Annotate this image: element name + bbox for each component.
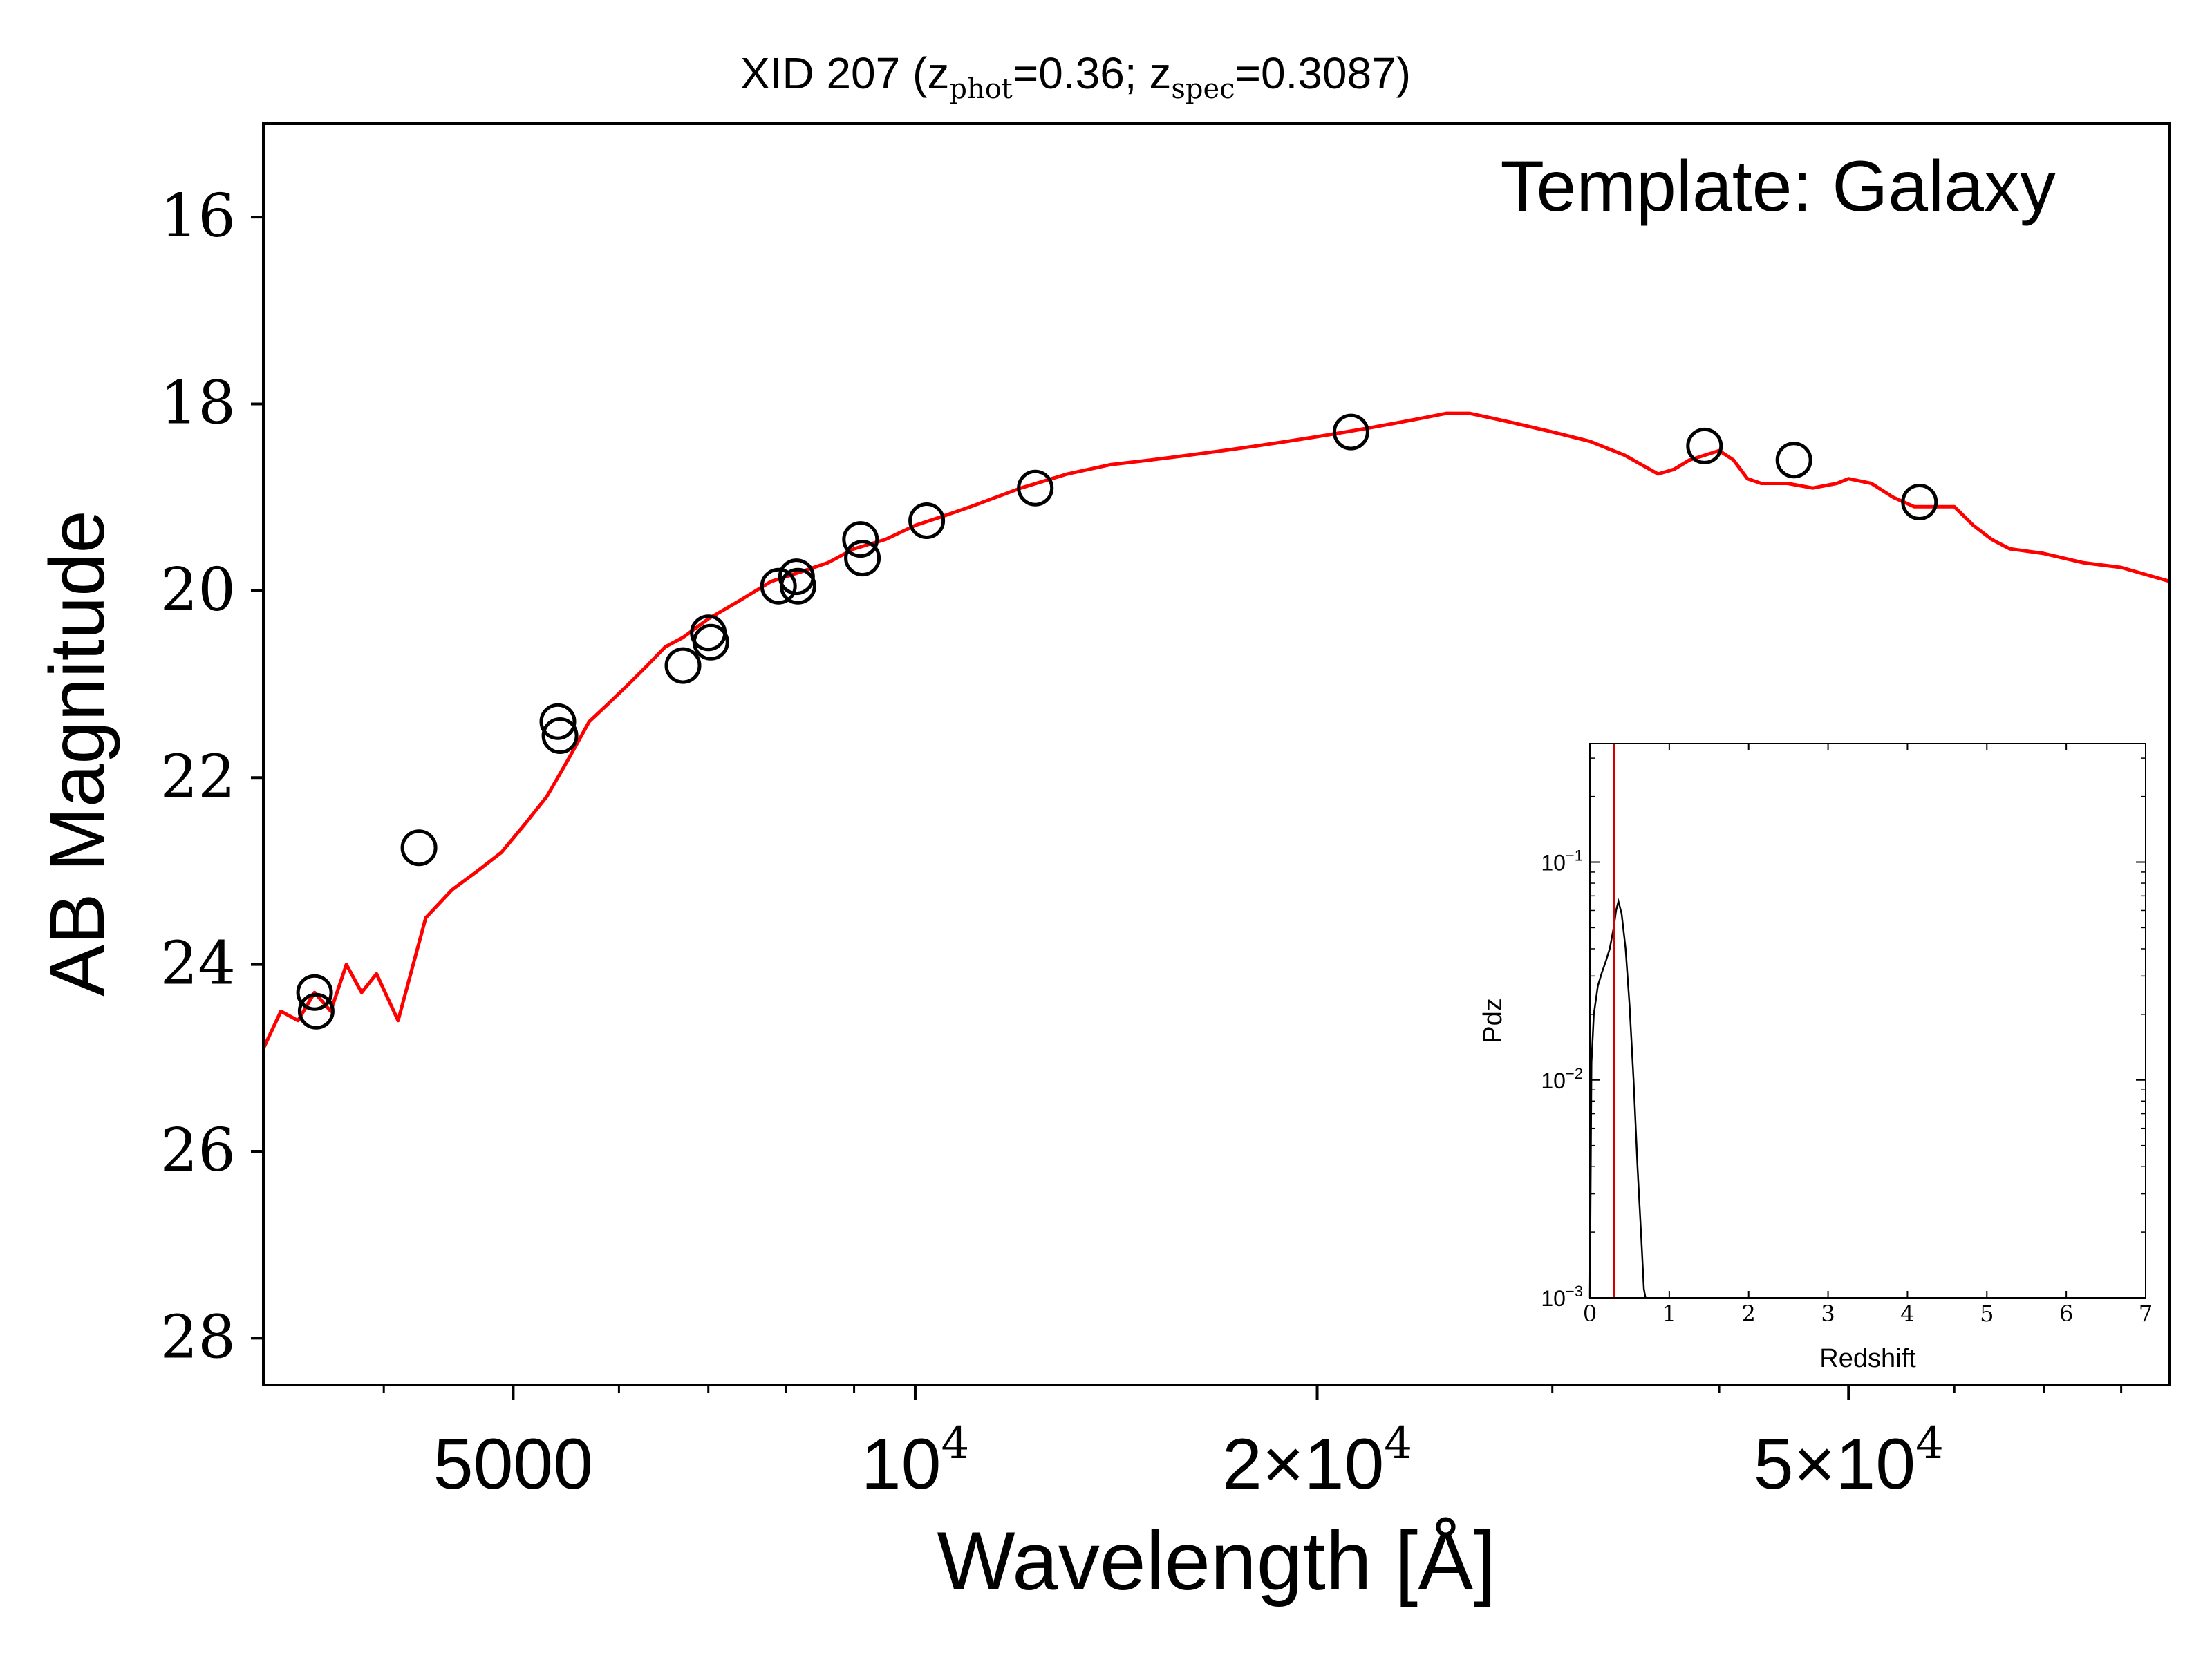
- inset-y-tick-label: 10−3: [1541, 1283, 1583, 1311]
- x-tick-base: 5000: [433, 1424, 593, 1504]
- y-tick-label: 24: [160, 929, 236, 999]
- photometry-point: [297, 992, 335, 1030]
- x-tick-exponent: 4: [1384, 1418, 1412, 1469]
- pdz-curve: [1588, 898, 1647, 1299]
- inset-y-tick-exponent: −1: [1566, 847, 1583, 865]
- photometry-point: [842, 521, 879, 558]
- y-tick-label: 22: [160, 742, 236, 811]
- inset-background: [1469, 733, 2167, 1382]
- inset-y-tick-base: 10: [1541, 1068, 1566, 1093]
- inset-x-tick-label: 3: [1821, 1301, 1835, 1327]
- inset-axes-frame: [1589, 743, 2146, 1299]
- photometry-point: [1017, 469, 1054, 507]
- inset-y-axis-label: Pdz: [1479, 998, 1508, 1043]
- inset-x-tick-label: 7: [2139, 1301, 2153, 1327]
- inset-x-tick-label: 2: [1742, 1301, 1756, 1327]
- photometry-point: [296, 974, 333, 1011]
- photometry-point: [908, 502, 946, 539]
- inset-series-layer: [1588, 744, 1647, 1299]
- y-tick-label: 18: [160, 369, 236, 438]
- y-tick-label: 26: [160, 1116, 236, 1185]
- y-tick-label: 20: [160, 556, 236, 625]
- x-axis-label: Wavelength [Å]: [937, 1515, 1496, 1607]
- photometry-point: [692, 623, 729, 661]
- x-tick-exponent: 4: [1915, 1418, 1944, 1469]
- y-axis-label: AB Magnitude: [34, 510, 120, 997]
- photometry-point: [760, 567, 797, 605]
- inset-x-axis-label: Redshift: [1819, 1344, 1916, 1373]
- y-tick-label: 16: [160, 182, 236, 251]
- photometry-point: [779, 567, 816, 605]
- photometry-point: [1686, 427, 1723, 464]
- main-points-layer: [296, 413, 1938, 1030]
- inset-x-tick-label: 1: [1662, 1301, 1676, 1327]
- inset-y-tick-label: 10−2: [1541, 1065, 1583, 1093]
- template-line: [261, 411, 2171, 1050]
- inset-y-tick-base: 10: [1541, 851, 1566, 876]
- chart-title: XID 207 (zphot=0.36; zspec=0.3087): [740, 48, 1411, 105]
- inset-y-tick-exponent: −2: [1566, 1065, 1583, 1082]
- x-tick-label: 2×104: [1222, 1418, 1412, 1504]
- photometry-point: [844, 540, 881, 577]
- template-annotation: Template: Galaxy: [1501, 147, 2056, 227]
- photometry-point: [664, 647, 702, 684]
- photometry-point: [539, 703, 577, 740]
- y-tick-label: 28: [160, 1303, 236, 1372]
- x-tick-label: 104: [861, 1418, 969, 1504]
- inset-y-tick-exponent: −3: [1566, 1283, 1583, 1300]
- x-tick-base: 2×10: [1222, 1424, 1384, 1504]
- x-tick-exponent: 4: [941, 1418, 969, 1469]
- inset-y-tick-label: 10−1: [1541, 847, 1583, 876]
- photometry-point: [400, 829, 438, 867]
- photometry-point: [1775, 442, 1812, 479]
- x-tick-base: 10: [861, 1424, 941, 1504]
- inset-y-tick-base: 10: [1541, 1286, 1566, 1311]
- main-axes-frame: [262, 122, 2171, 1386]
- photometry-point: [1332, 413, 1369, 451]
- inset-x-tick-label: 6: [2059, 1301, 2073, 1327]
- inset-x-tick-label: 0: [1583, 1301, 1597, 1327]
- inset-x-tick-label: 5: [1980, 1301, 1994, 1327]
- x-tick-base: 5×10: [1754, 1424, 1915, 1504]
- x-tick-label: 5000: [433, 1424, 593, 1504]
- inset-x-tick-label: 4: [1900, 1301, 1914, 1327]
- photometry-point: [541, 717, 579, 754]
- x-tick-label: 5×104: [1754, 1418, 1944, 1504]
- photometry-point: [1901, 484, 1938, 520]
- inset-ticks-layer: 0 1 2 3 4 5 6 710−110−210−3: [1541, 744, 2153, 1327]
- main-series-layer: [261, 411, 2171, 1050]
